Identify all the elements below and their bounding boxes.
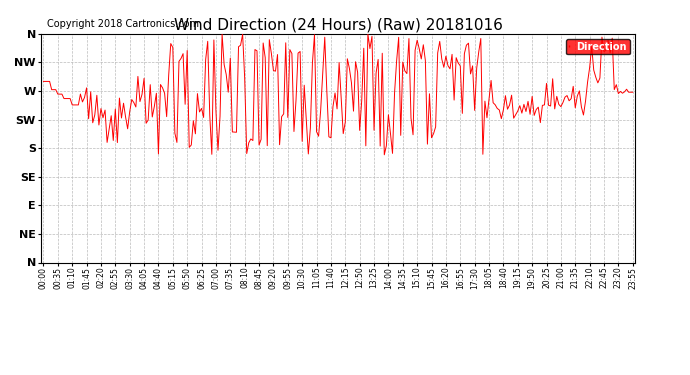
Title: Wind Direction (24 Hours) (Raw) 20181016: Wind Direction (24 Hours) (Raw) 20181016	[174, 18, 502, 33]
Text: Copyright 2018 Cartronics.com: Copyright 2018 Cartronics.com	[48, 19, 199, 29]
Legend: Direction: Direction	[566, 39, 630, 54]
